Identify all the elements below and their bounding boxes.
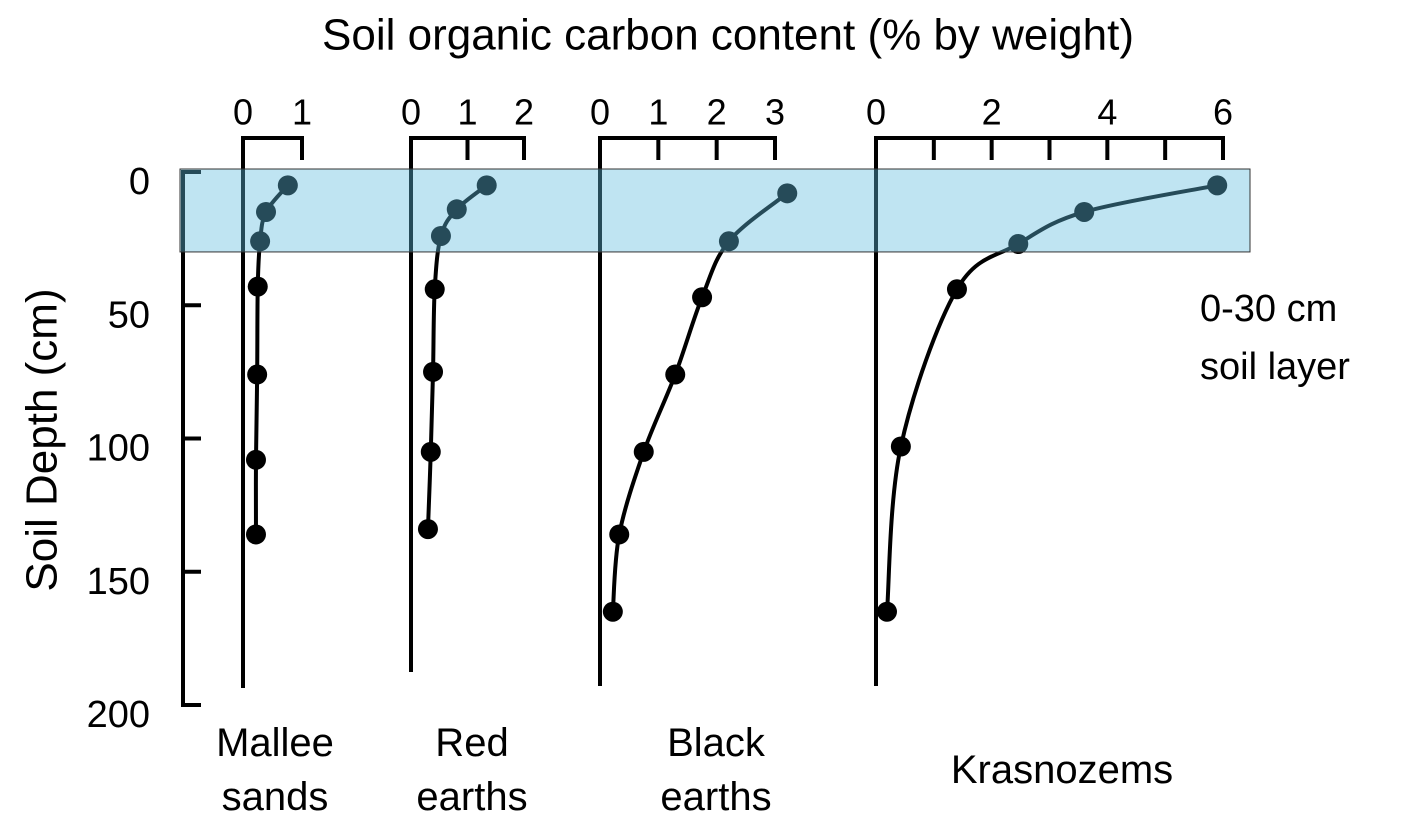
- profile-line: [610, 191, 789, 612]
- data-point: [430, 225, 451, 246]
- data-point: [718, 231, 739, 252]
- x-tick-label: 0: [866, 92, 886, 133]
- data-point: [890, 436, 911, 457]
- y-tick-label: 200: [87, 694, 150, 736]
- data-point: [256, 201, 277, 222]
- x-tick-label: 0: [401, 92, 421, 133]
- x-tick-label: 1: [457, 92, 477, 133]
- highlight-band: [179, 168, 1251, 253]
- profile-line: [884, 183, 1218, 612]
- data-point: [446, 199, 467, 220]
- x-tick-label: 0: [233, 92, 253, 133]
- data-point: [417, 519, 438, 540]
- data-point: [420, 441, 441, 462]
- data-point: [245, 524, 266, 545]
- x-tick-label: 4: [1097, 92, 1117, 133]
- y-axis-label: Soil Depth (cm): [18, 288, 67, 591]
- series-layer: [245, 175, 1228, 622]
- y-tick-label: 0: [129, 161, 150, 203]
- data-point: [424, 279, 445, 300]
- data-point: [1207, 175, 1228, 196]
- data-point: [277, 175, 298, 196]
- panel-label: Mallee sands: [216, 721, 334, 819]
- data-point: [423, 361, 444, 382]
- annotation: 0-30 cm soil layer: [1200, 288, 1350, 388]
- x-tick-label: 3: [765, 92, 785, 133]
- data-point: [777, 183, 798, 204]
- data-point: [1008, 233, 1029, 254]
- data-point: [245, 449, 266, 470]
- x-tick-label: 2: [982, 92, 1002, 133]
- y-tick-label: 150: [87, 561, 150, 603]
- panel-label: Black earths: [660, 721, 772, 819]
- panel-label: Krasnozems: [950, 748, 1174, 792]
- chart-title: Soil organic carbon content (% by weight…: [322, 11, 1134, 60]
- x-tick-label: 6: [1213, 92, 1233, 133]
- x-tick-label: 1: [648, 92, 668, 133]
- data-point: [476, 175, 497, 196]
- panel-label: Red earths: [416, 721, 528, 819]
- data-point: [247, 364, 268, 385]
- x-tick-label: 2: [514, 92, 534, 133]
- data-point: [609, 524, 630, 545]
- y-tick-label: 50: [108, 294, 150, 336]
- x-tick-label: 2: [707, 92, 727, 133]
- y-tick-label: 100: [87, 428, 150, 470]
- x-tick-label: 1: [292, 92, 312, 133]
- data-point: [1074, 201, 1095, 222]
- data-point: [250, 231, 271, 252]
- data-point: [602, 601, 623, 622]
- data-point: [633, 441, 654, 462]
- x-tick-label: 0: [590, 92, 610, 133]
- data-point: [692, 287, 713, 308]
- data-point: [876, 601, 897, 622]
- data-point: [665, 364, 686, 385]
- data-point: [946, 279, 967, 300]
- data-point: [247, 276, 268, 297]
